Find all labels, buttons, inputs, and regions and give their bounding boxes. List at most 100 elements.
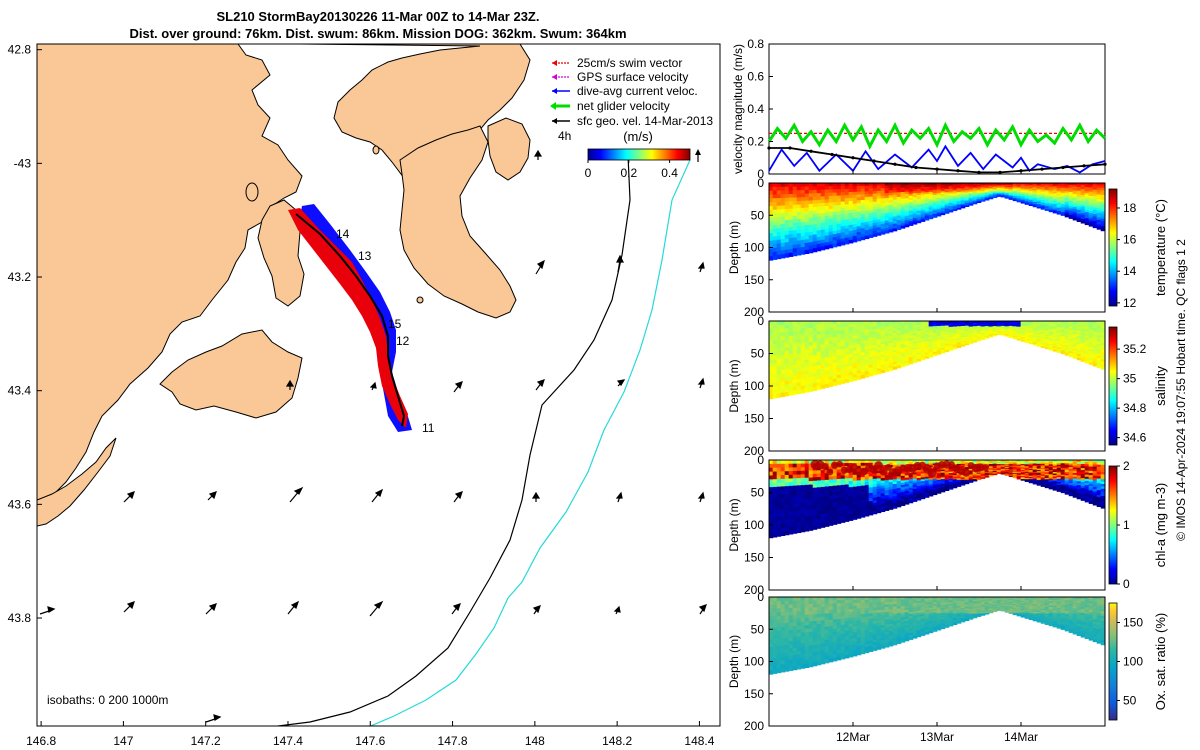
section-cell <box>912 197 918 200</box>
section-cell <box>916 328 922 332</box>
section-cell <box>1092 214 1098 218</box>
section-cell <box>996 321 1002 323</box>
section-cell <box>932 194 938 198</box>
section-cell <box>856 206 862 210</box>
section-cell <box>892 464 898 468</box>
section-cell <box>948 474 954 477</box>
section-cell <box>824 189 830 194</box>
section-cell <box>876 214 882 218</box>
section-cell <box>860 460 866 464</box>
section-cell <box>908 325 914 328</box>
section-cell <box>996 328 1002 331</box>
section-cell <box>1032 474 1038 477</box>
section-cell <box>916 344 922 348</box>
section-cell <box>892 325 898 329</box>
section-cell <box>976 198 982 201</box>
section-cell <box>1020 329 1026 331</box>
section-cell <box>920 217 926 220</box>
section-cell <box>964 477 970 480</box>
section-cell <box>980 462 986 465</box>
section-cell <box>1000 460 1006 462</box>
section-cell <box>880 221 886 225</box>
section-cell <box>1084 331 1090 335</box>
section-cell <box>1048 345 1054 348</box>
section-cell <box>872 225 878 229</box>
section-cell <box>1004 192 1010 195</box>
section-cell <box>828 343 834 348</box>
section-cell <box>968 321 974 323</box>
section-cell <box>1064 204 1070 208</box>
section-cell <box>772 355 778 361</box>
section-cell <box>1008 466 1014 468</box>
section-cell <box>1024 323 1030 325</box>
section-cell <box>808 217 814 222</box>
section-cell <box>884 197 890 202</box>
section-cell <box>1016 476 1022 479</box>
section-cell <box>1044 334 1050 337</box>
day-label-11: 11 <box>422 421 435 435</box>
section-cell <box>1004 191 1010 193</box>
section-cell <box>824 209 830 214</box>
section-cell <box>908 350 914 354</box>
section-cell <box>972 198 978 201</box>
section-cell <box>1000 325 1006 328</box>
section-cell <box>896 339 902 343</box>
section-cell <box>832 498 838 503</box>
section-cell <box>1012 188 1018 190</box>
section-cell <box>988 321 994 323</box>
section-cell <box>896 363 902 367</box>
section-cell <box>832 227 838 232</box>
section-cell <box>1008 186 1014 188</box>
section-cell <box>960 205 966 208</box>
section-cell <box>808 505 814 510</box>
section-cell <box>832 492 838 496</box>
section-cell <box>1084 216 1090 219</box>
section-cell <box>888 343 894 347</box>
section-cell <box>1036 201 1042 204</box>
section-cell <box>880 369 886 374</box>
section-cell <box>1076 207 1082 211</box>
section-cell <box>828 199 834 204</box>
section-cell <box>828 376 834 381</box>
section-cell <box>784 384 790 389</box>
section-cell <box>876 499 882 503</box>
section-cell <box>940 190 946 194</box>
section-cell <box>1012 190 1018 193</box>
section-cell <box>1016 337 1022 340</box>
section-cell <box>916 473 922 477</box>
section-cell <box>1008 196 1014 199</box>
section-cell <box>964 476 970 479</box>
section-cell <box>856 183 862 187</box>
section-cell <box>1028 461 1034 463</box>
section-cell <box>1096 183 1102 186</box>
section-cell <box>768 244 774 250</box>
section-cell <box>936 321 942 324</box>
section-cell <box>1044 202 1050 205</box>
section-cell <box>848 360 854 364</box>
section-cell <box>888 325 894 329</box>
section-cell <box>776 343 782 349</box>
section-cell <box>828 215 834 220</box>
geo-arrow <box>371 488 384 503</box>
section-cell <box>808 359 814 364</box>
section-cell <box>1028 204 1034 207</box>
section-cell <box>828 327 834 332</box>
section-cell <box>960 323 966 326</box>
section-cell <box>956 474 962 477</box>
section-cell <box>1060 199 1066 202</box>
section-cell <box>1040 344 1046 347</box>
section-cell <box>900 332 906 336</box>
section-cell <box>856 480 862 484</box>
section-cell <box>768 225 774 230</box>
section-cell <box>968 325 974 328</box>
section-cell <box>940 184 946 187</box>
velocity-y-tick-label: 0 <box>757 167 764 181</box>
section-cell <box>900 187 906 191</box>
section-cell <box>1084 337 1090 341</box>
section-cell <box>920 494 926 498</box>
section-cell <box>972 340 978 343</box>
section-cell <box>1012 324 1018 327</box>
section-cell <box>940 333 946 336</box>
section-cell <box>788 478 794 483</box>
section-cell <box>968 192 974 195</box>
